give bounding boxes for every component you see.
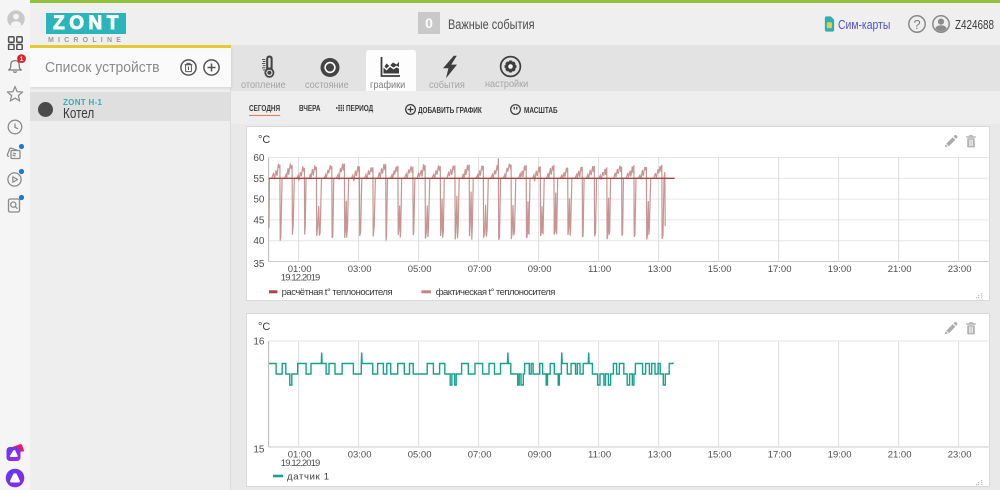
svg-text:07:00: 07:00 bbox=[468, 264, 492, 275]
svg-text:05:00: 05:00 bbox=[408, 264, 432, 275]
svg-text:расчётная t° теплоносителя: расчётная t° теплоносителя bbox=[282, 287, 393, 298]
svg-text:11:00: 11:00 bbox=[588, 450, 611, 461]
svg-text:1: 1 bbox=[20, 56, 24, 63]
svg-text:03:00: 03:00 bbox=[348, 264, 372, 275]
svg-text:19:00: 19:00 bbox=[828, 264, 852, 275]
svg-text:35: 35 bbox=[253, 259, 265, 270]
svg-text:17:00: 17:00 bbox=[768, 264, 792, 275]
svg-text:40: 40 bbox=[253, 236, 265, 247]
svg-text:?: ? bbox=[913, 17, 920, 32]
svg-text:фактическая t° теплоносителя: фактическая t° теплоносителя bbox=[436, 287, 556, 298]
svg-text:15: 15 bbox=[253, 445, 265, 456]
svg-text:07:00: 07:00 bbox=[468, 450, 492, 461]
svg-text:05:00: 05:00 bbox=[408, 450, 432, 461]
svg-text:21:00: 21:00 bbox=[888, 450, 912, 461]
svg-text:09:00: 09:00 bbox=[528, 450, 552, 461]
svg-text:01:00: 01:00 bbox=[288, 450, 312, 461]
svg-text:23:00: 23:00 bbox=[948, 264, 972, 275]
svg-text:15:00: 15:00 bbox=[708, 450, 732, 461]
svg-text:19.12.2019: 19.12.2019 bbox=[281, 273, 321, 284]
svg-text:09:00: 09:00 bbox=[528, 264, 552, 275]
svg-text:60: 60 bbox=[253, 153, 265, 164]
svg-text:45: 45 bbox=[253, 215, 265, 226]
svg-text:датчик 1: датчик 1 bbox=[287, 472, 329, 483]
svg-text:21:00: 21:00 bbox=[888, 264, 912, 275]
svg-text:55: 55 bbox=[253, 174, 265, 185]
svg-text:01:00: 01:00 bbox=[288, 264, 312, 275]
svg-text:19:00: 19:00 bbox=[828, 450, 852, 461]
svg-text:17:00: 17:00 bbox=[768, 450, 792, 461]
svg-text:13:00: 13:00 bbox=[648, 264, 672, 275]
svg-text:19.12.2019: 19.12.2019 bbox=[281, 458, 321, 469]
svg-text:16: 16 bbox=[253, 337, 265, 348]
svg-text:50: 50 bbox=[253, 195, 265, 206]
svg-text:03:00: 03:00 bbox=[348, 450, 372, 461]
svg-text:11:00: 11:00 bbox=[588, 264, 611, 275]
svg-text:23:00: 23:00 bbox=[948, 450, 972, 461]
svg-text:13:00: 13:00 bbox=[648, 450, 672, 461]
svg-text:15:00: 15:00 bbox=[708, 264, 732, 275]
